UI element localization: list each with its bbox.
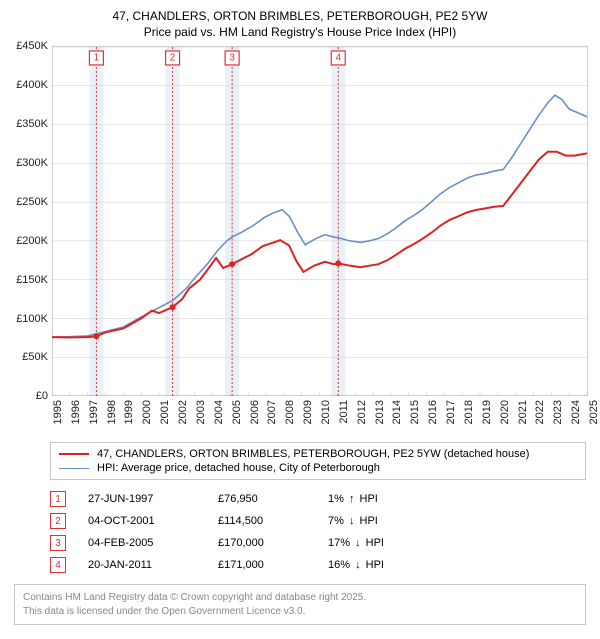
sale-row: 1 27-JUN-1997£76,9501% HPI	[50, 488, 586, 510]
plot-svg: 1 2 3 4	[52, 47, 587, 396]
sale-diff: 1% HPI	[328, 493, 458, 505]
sale-marker: 2	[50, 513, 66, 529]
arrow-down-icon	[353, 559, 363, 571]
sales-table: 1 27-JUN-1997£76,9501% HPI 2 04-OCT-2001£11…	[50, 488, 586, 576]
sale-date: 27-JUN-1997	[88, 493, 218, 505]
footer-line-2: This data is licensed under the Open Gov…	[23, 605, 577, 619]
y-tick-label: £450K	[16, 40, 48, 52]
sale-date: 04-FEB-2005	[88, 537, 218, 549]
y-tick-label: £300K	[16, 157, 48, 169]
sale-price: £114,500	[218, 515, 328, 527]
sale-marker: 3	[50, 535, 66, 551]
svg-text:4: 4	[335, 53, 341, 64]
sale-diff: 17% HPI	[328, 537, 458, 549]
y-tick-label: £200K	[16, 235, 48, 247]
legend-swatch	[59, 453, 89, 455]
sale-diff: 16% HPI	[328, 559, 458, 571]
sale-marker: 1	[50, 491, 66, 507]
sale-price: £171,000	[218, 559, 328, 571]
legend-item: HPI: Average price, detached house, City…	[59, 461, 577, 475]
x-tick-label: 2025	[588, 400, 600, 424]
title-line-2: Price paid vs. HM Land Registry's House …	[8, 24, 592, 40]
footer-line-1: Contains HM Land Registry data © Crown c…	[23, 591, 577, 605]
y-tick-label: £100K	[16, 313, 48, 325]
sale-date: 04-OCT-2001	[88, 515, 218, 527]
chart-title-block: 47, CHANDLERS, ORTON BRIMBLES, PETERBORO…	[8, 8, 592, 40]
sale-row: 2 04-OCT-2001£114,5007% HPI	[50, 510, 586, 532]
sale-price: £170,000	[218, 537, 328, 549]
attribution-footer: Contains HM Land Registry data © Crown c…	[14, 584, 586, 625]
y-tick-label: £50K	[22, 351, 48, 363]
chart-area: £0 £50K £100K £150K £200K £250K £300K £350K £400…	[8, 46, 592, 436]
legend-swatch	[59, 468, 89, 470]
sale-row: 3 04-FEB-2005£170,00017% HPI	[50, 532, 586, 554]
y-axis-labels: £0£50K£100K£150K£200K£250K£300K£350K£400…	[8, 46, 52, 396]
y-tick-label: £250K	[16, 196, 48, 208]
legend-label: HPI: Average price, detached house, City…	[97, 462, 380, 474]
sale-row: 4 20-JAN-2011£171,00016% HPI	[50, 554, 586, 576]
title-line-1: 47, CHANDLERS, ORTON BRIMBLES, PETERBORO…	[8, 8, 592, 24]
svg-text:3: 3	[229, 53, 235, 64]
sale-diff: 7% HPI	[328, 515, 458, 527]
sale-marker: 4	[50, 557, 66, 573]
legend-item: 47, CHANDLERS, ORTON BRIMBLES, PETERBORO…	[59, 447, 577, 461]
y-tick-label: £150K	[16, 274, 48, 286]
arrow-down-icon	[347, 515, 357, 527]
x-axis-labels: 1995199619971998199920002001200220032004…	[52, 396, 592, 436]
sale-date: 20-JAN-2011	[88, 559, 218, 571]
sale-price: £76,950	[218, 493, 328, 505]
y-tick-label: £400K	[16, 79, 48, 91]
legend-box: 47, CHANDLERS, ORTON BRIMBLES, PETERBORO…	[50, 442, 586, 480]
y-tick-label: £350K	[16, 118, 48, 130]
plot-area: 1 2 3 4	[52, 46, 588, 396]
arrow-up-icon	[347, 493, 357, 505]
svg-text:1: 1	[94, 53, 100, 64]
y-tick-label: £0	[36, 390, 48, 402]
legend-label: 47, CHANDLERS, ORTON BRIMBLES, PETERBORO…	[97, 448, 529, 460]
arrow-down-icon	[353, 537, 363, 549]
svg-text:2: 2	[170, 53, 176, 64]
